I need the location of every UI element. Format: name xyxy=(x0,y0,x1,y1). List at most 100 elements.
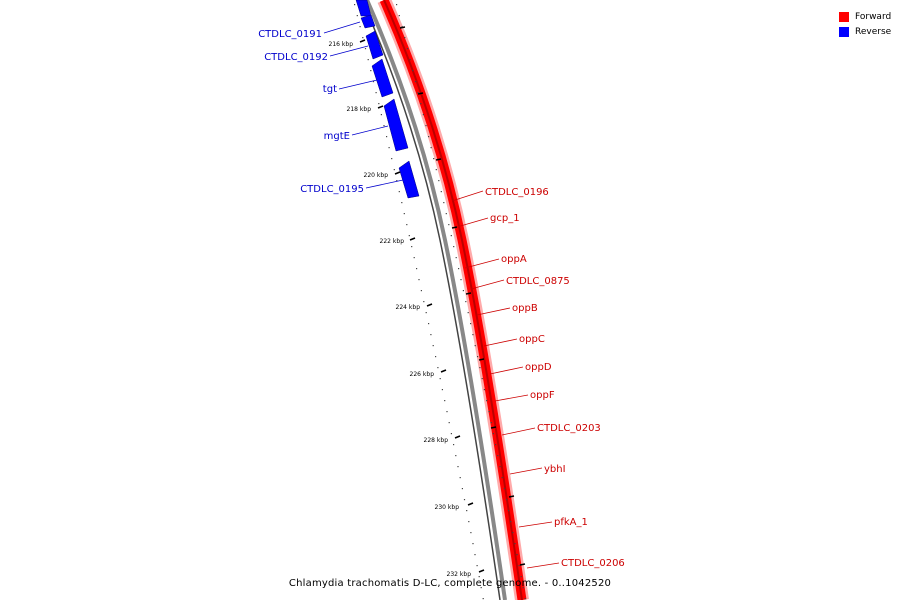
minor-tick xyxy=(450,235,452,237)
minor-tick xyxy=(418,279,420,281)
reverse-swatch xyxy=(839,26,849,37)
forward-strand-center xyxy=(383,0,523,600)
reverse-feature-ctdlc0191b xyxy=(360,14,376,29)
minor-tick xyxy=(458,268,460,270)
forward-gene-label: CTDLC_0203 xyxy=(537,423,601,434)
tick-mark xyxy=(454,435,461,439)
minor-tick xyxy=(396,4,398,6)
minor-tick xyxy=(386,136,388,138)
reverse-leader-line xyxy=(323,21,361,34)
tick-mark xyxy=(451,226,458,229)
minor-tick xyxy=(438,180,440,182)
minor-tick xyxy=(503,488,505,490)
tick-mark xyxy=(478,569,485,573)
forward-leader-line xyxy=(526,562,560,569)
minor-tick xyxy=(479,367,481,369)
legend-item-forward: Forward xyxy=(839,9,891,24)
tick-mark xyxy=(426,303,433,307)
minor-tick xyxy=(472,334,474,336)
forward-swatch xyxy=(839,11,849,22)
forward-gene-label: CTDLC_0875 xyxy=(506,276,570,287)
minor-tick xyxy=(430,147,432,149)
minor-tick xyxy=(467,312,469,314)
reverse-gene-label: mgtE xyxy=(324,131,350,142)
minor-tick xyxy=(468,521,470,523)
reverse-leader-line xyxy=(365,179,404,189)
genome-backbone xyxy=(365,0,507,600)
minor-tick xyxy=(474,554,476,556)
reverse-gene-label: CTDLC_0191 xyxy=(258,29,322,40)
tick-label: 226 kbp xyxy=(410,371,435,378)
reverse-feature-mgte xyxy=(383,98,409,152)
forward-gene-label: oppB xyxy=(512,303,538,314)
minor-tick xyxy=(416,268,418,270)
minor-tick xyxy=(383,125,385,127)
minor-tick xyxy=(430,334,432,336)
minor-tick xyxy=(462,290,464,292)
minor-tick xyxy=(428,323,430,325)
tick-mark xyxy=(417,92,424,95)
tick-mark xyxy=(359,39,366,43)
minor-tick xyxy=(433,158,435,160)
minor-tick xyxy=(354,4,356,6)
forward-leader-line xyxy=(456,217,489,228)
forward-gene-label: CTDLC_0196 xyxy=(485,187,549,198)
minor-tick xyxy=(440,191,442,193)
minor-tick xyxy=(482,598,484,600)
tick-mark xyxy=(467,502,474,506)
minor-tick xyxy=(486,400,488,402)
minor-tick xyxy=(514,543,516,545)
forward-leader-line xyxy=(483,338,518,347)
minor-tick xyxy=(453,246,455,248)
minor-tick xyxy=(412,70,414,72)
tick-mark xyxy=(478,358,485,361)
minor-tick xyxy=(378,103,380,105)
minor-tick xyxy=(437,367,439,369)
minor-tick xyxy=(481,378,483,380)
forward-gene-label: oppC xyxy=(519,334,545,345)
forward-leader-line xyxy=(518,521,553,528)
minor-tick xyxy=(367,59,369,61)
reverse-leader-line xyxy=(338,79,378,90)
tick-mark xyxy=(519,563,526,566)
minor-tick xyxy=(512,532,514,534)
minor-tick xyxy=(518,565,520,567)
minor-tick xyxy=(501,477,503,479)
minor-tick xyxy=(497,455,499,457)
forward-gene-label: oppF xyxy=(530,390,555,401)
minor-tick xyxy=(444,400,446,402)
forward-leader-line xyxy=(489,366,524,375)
minor-tick xyxy=(499,466,501,468)
minor-tick xyxy=(396,180,398,182)
minor-tick xyxy=(508,510,510,512)
minor-tick xyxy=(474,345,476,347)
reverse-feature-tgt xyxy=(371,58,394,98)
tick-mark xyxy=(377,105,384,109)
minor-tick xyxy=(446,411,448,413)
minor-tick xyxy=(457,466,459,468)
minor-tick xyxy=(391,158,393,160)
forward-gene-label: oppA xyxy=(501,254,527,265)
minor-tick xyxy=(414,81,417,83)
minor-tick xyxy=(420,103,422,105)
minor-tick xyxy=(423,301,425,303)
minor-tick xyxy=(478,576,480,578)
minor-tick xyxy=(398,15,400,17)
minor-tick xyxy=(448,224,450,226)
tick-label: 216 kbp xyxy=(329,41,354,48)
minor-tick xyxy=(463,499,466,501)
tick-label: 222 kbp xyxy=(380,238,405,245)
minor-tick xyxy=(495,444,497,446)
minor-tick xyxy=(428,136,430,138)
forward-leader-line xyxy=(494,394,529,402)
minor-ticks xyxy=(354,4,526,600)
minor-tick xyxy=(465,301,467,303)
minor-tick xyxy=(408,235,410,237)
minor-tick xyxy=(483,389,485,391)
minor-tick xyxy=(448,422,450,424)
forward-gene-label: ybhI xyxy=(544,464,566,475)
tick-mark xyxy=(409,237,416,241)
minor-tick xyxy=(459,477,461,479)
minor-tick xyxy=(480,587,482,589)
